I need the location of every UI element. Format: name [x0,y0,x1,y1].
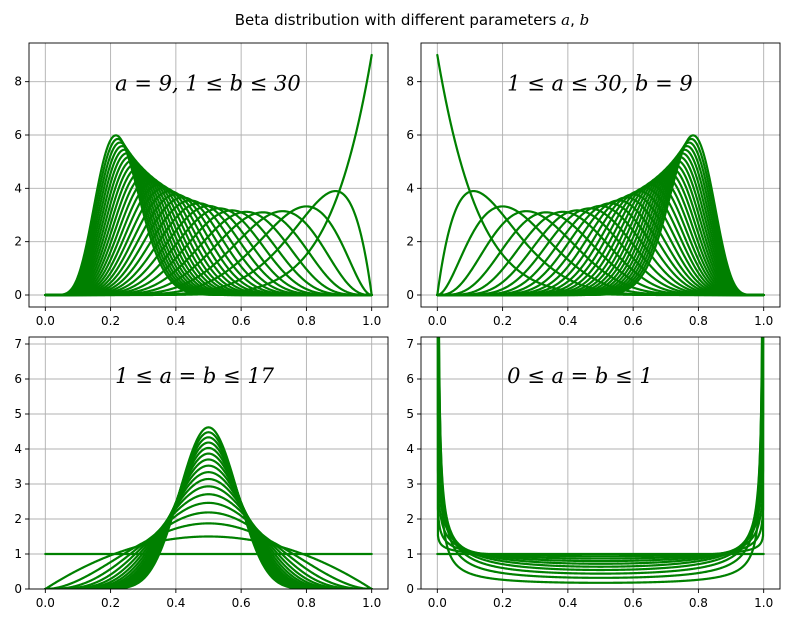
x-tick-label: 0.8 [297,596,316,610]
x-tick-label: 0.2 [493,314,512,328]
y-tick-label: 1 [14,547,22,561]
beta-curve-a0.4-b0.4 [437,337,764,572]
beta-curve-a5-b5 [44,501,373,589]
x-tick-label: 1.0 [362,596,381,610]
y-tick-label: 4 [406,442,414,456]
beta-curve-a3-b3 [44,522,373,589]
x-tick-label: 0.6 [624,596,643,610]
y-tick-label: 4 [406,181,414,195]
x-tick-label: 0.6 [232,596,251,610]
x-tick-label: 0.8 [297,314,316,328]
y-tick-label: 0 [406,582,414,596]
series-group [44,53,373,297]
subplot-grid: 0.0 0.2 0.4 0.6 0.8 1.0 0 2 4 6 8 a = 9, 1 ≤ b ≤ 30… [14,42,781,610]
x-tick-label: 0.0 [36,314,55,328]
beta-curve-a17-b17 [44,426,373,589]
parameter-annotation: 1 ≤ a ≤ 30, b = 9 [507,72,693,96]
y-tick-label: 8 [406,75,414,89]
grid [29,337,388,590]
y-tick-label: 1 [406,547,414,561]
x-tick-label: 0.0 [428,596,447,610]
x-tick-label: 0.8 [689,596,708,610]
beta-curve-a14-b14 [44,441,373,589]
x-tick-label: 0.0 [428,314,447,328]
x-tick-label: 0.6 [624,314,643,328]
beta-curve-a12-b12 [44,452,373,589]
beta-curve-a16-b16 [44,431,373,589]
beta-curve-a13-b13 [44,446,373,589]
x-tick-label: 0.6 [232,314,251,328]
beta-curve-a0.5-b0.5 [436,337,765,568]
parameter-annotation: a = 9, 1 ≤ b ≤ 30 [115,72,301,96]
y-tick-label: 5 [14,407,22,421]
x-tick-label: 0.2 [101,596,120,610]
y-tick-label: 8 [14,75,22,89]
x-tick-label: 0.4 [166,596,185,610]
y-tick-label: 5 [406,407,414,421]
beta-curve-a6-b6 [44,493,373,589]
y-tick-label: 6 [406,128,414,142]
subplot-3: 0.0 0.2 0.4 0.6 0.8 1.0 0 1 2 3 4 5 6 7 1 ≤ a = b ≤ 17 [14,336,389,610]
x-tick-label: 1.0 [754,314,773,328]
y-tick-label: 3 [406,477,414,491]
y-tick-label: 4 [14,181,22,195]
y-tick-label: 0 [14,582,22,596]
subplot-2: 0.0 0.2 0.4 0.6 0.8 1.0 0 2 4 6 8 1 ≤ a ≤ 30, b = 9 [406,42,781,328]
x-tick-label: 0.0 [36,596,55,610]
y-tick-label: 6 [14,128,22,142]
y-tick-label: 0 [14,288,22,302]
series-group [44,426,373,589]
x-tick-label: 1.0 [754,596,773,610]
y-tick-label: 0 [406,288,414,302]
beta-curve-a0.3-b0.3 [437,337,764,575]
y-tick-label: 4 [14,442,22,456]
x-tick-label: 0.4 [166,314,185,328]
beta-curve-a7-b7 [44,485,373,589]
axes-frame [420,336,781,590]
series-group [436,53,765,297]
series-group [436,337,765,584]
x-tick-label: 1.0 [362,314,381,328]
beta-curve-a30-b9 [436,134,765,297]
parameter-annotation: 0 ≤ a = b ≤ 1 [507,364,653,388]
axes-frame [28,42,389,308]
figure-title: Beta distribution with different paramet… [235,11,590,29]
y-tick-label: 6 [406,372,414,386]
beta-curve-a0.6-b0.6 [436,337,765,565]
subplot-4: 0.0 0.2 0.4 0.6 0.8 1.0 0 1 2 3 4 5 6 7 0 ≤ a = b ≤ 1 [406,336,781,610]
y-tick-label: 7 [406,337,414,351]
y-tick-label: 2 [14,512,22,526]
x-tick-label: 0.4 [558,596,577,610]
beta-curve-a0.2-b0.2 [437,337,764,579]
y-tick-label: 6 [14,372,22,386]
y-tick-label: 2 [406,235,414,249]
axes-frame [420,42,781,308]
x-tick-label: 0.4 [558,314,577,328]
parameter-annotation: 1 ≤ a = b ≤ 17 [115,364,275,388]
subplot-1: 0.0 0.2 0.4 0.6 0.8 1.0 0 2 4 6 8 a = 9, 1 ≤ b ≤ 30 [14,42,389,328]
x-tick-label: 0.2 [493,596,512,610]
axes-frame [28,336,389,590]
x-tick-label: 0.2 [101,314,120,328]
y-tick-label: 2 [406,512,414,526]
beta-curve-a2-b2 [44,535,373,589]
y-tick-label: 3 [14,477,22,491]
beta-curve-a4-b4 [44,511,373,589]
beta-curve-a9-b30 [44,134,373,297]
y-tick-label: 7 [14,337,22,351]
beta-curve-a0.1-b0.1 [437,337,764,584]
y-tick-label: 2 [14,235,22,249]
x-tick-label: 0.8 [689,314,708,328]
